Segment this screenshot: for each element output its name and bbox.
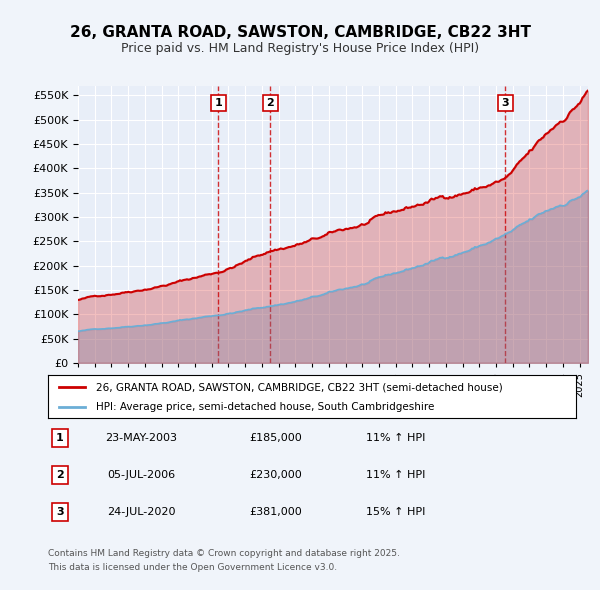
Text: 26, GRANTA ROAD, SAWSTON, CAMBRIDGE, CB22 3HT (semi-detached house): 26, GRANTA ROAD, SAWSTON, CAMBRIDGE, CB2… [95,382,502,392]
Text: 3: 3 [56,507,64,517]
Text: 2: 2 [56,470,64,480]
Text: Contains HM Land Registry data © Crown copyright and database right 2025.: Contains HM Land Registry data © Crown c… [48,549,400,558]
Text: 11% ↑ HPI: 11% ↑ HPI [367,470,425,480]
Text: 1: 1 [56,433,64,442]
Text: 1: 1 [214,98,222,108]
Text: This data is licensed under the Open Government Licence v3.0.: This data is licensed under the Open Gov… [48,563,337,572]
Text: £381,000: £381,000 [250,507,302,517]
Text: 05-JUL-2006: 05-JUL-2006 [107,470,175,480]
Text: Price paid vs. HM Land Registry's House Price Index (HPI): Price paid vs. HM Land Registry's House … [121,42,479,55]
Text: 2: 2 [266,98,274,108]
Text: 23-MAY-2003: 23-MAY-2003 [105,433,177,442]
Text: 26, GRANTA ROAD, SAWSTON, CAMBRIDGE, CB22 3HT: 26, GRANTA ROAD, SAWSTON, CAMBRIDGE, CB2… [70,25,530,40]
Text: £185,000: £185,000 [250,433,302,442]
Text: 11% ↑ HPI: 11% ↑ HPI [367,433,425,442]
Text: 15% ↑ HPI: 15% ↑ HPI [367,507,425,517]
Text: 24-JUL-2020: 24-JUL-2020 [107,507,175,517]
Text: HPI: Average price, semi-detached house, South Cambridgeshire: HPI: Average price, semi-detached house,… [95,402,434,412]
Text: 3: 3 [502,98,509,108]
Text: £230,000: £230,000 [250,470,302,480]
